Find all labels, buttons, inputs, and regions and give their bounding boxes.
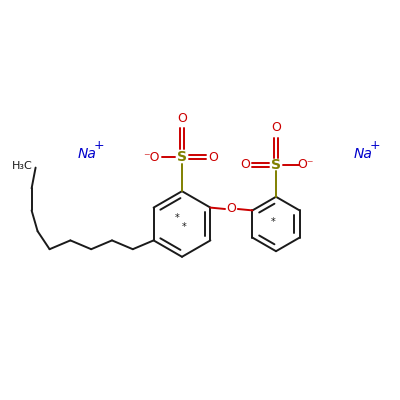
Text: O: O [226,202,236,216]
Text: S: S [271,158,281,172]
Text: O⁻: O⁻ [297,158,314,171]
Text: +: + [94,139,104,152]
Text: O: O [208,151,218,164]
Text: ⁻O: ⁻O [143,151,160,164]
Text: +: + [370,139,380,152]
Text: Na: Na [354,147,373,161]
Text: H₃C: H₃C [12,160,32,170]
Text: Na: Na [78,147,97,161]
Text: O: O [240,158,250,171]
Text: O: O [271,122,281,134]
Text: S: S [177,150,187,164]
Text: *: * [270,217,275,226]
Text: *: * [182,222,186,232]
Text: O: O [177,112,187,125]
Text: *: * [175,213,180,222]
